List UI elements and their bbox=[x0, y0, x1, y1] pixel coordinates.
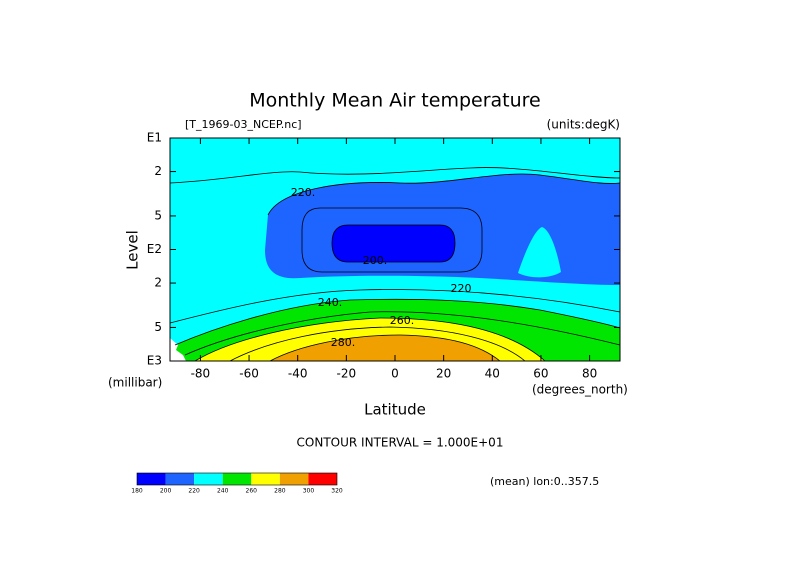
plot-area bbox=[170, 138, 620, 361]
contour-labels: 220. 200. 220 240. 260. 280. bbox=[291, 186, 472, 349]
x-axis-label: Latitude bbox=[364, 401, 426, 419]
x-tick-label: -40 bbox=[288, 367, 308, 381]
y-axis-label: Level bbox=[124, 230, 142, 270]
colorbar-swatch bbox=[137, 473, 166, 485]
y-tick-label: 2 bbox=[154, 164, 162, 178]
x-tick-label: -80 bbox=[191, 367, 211, 381]
contour-label: 220. bbox=[291, 186, 316, 199]
x-tick-label: 20 bbox=[436, 367, 451, 381]
colorbar-swatch bbox=[251, 473, 280, 485]
y-units: (millibar) bbox=[108, 376, 162, 390]
x-tick-label: 80 bbox=[582, 367, 597, 381]
colorbar-swatch bbox=[194, 473, 223, 485]
colorbar-label: 320 bbox=[331, 488, 343, 495]
colorbar-label: 280 bbox=[274, 488, 286, 495]
x-tick-label: -20 bbox=[337, 367, 357, 381]
contour-line bbox=[229, 326, 526, 362]
x-tick-label: 60 bbox=[533, 367, 548, 381]
y-tick-label: 5 bbox=[154, 320, 162, 334]
colorbar-label: 180 bbox=[131, 488, 143, 495]
colorbar: 180 200 220 240 260 280 300 320 bbox=[131, 472, 343, 495]
colorbar-frame bbox=[136, 472, 338, 486]
x-tick-label: -60 bbox=[239, 367, 259, 381]
axes: -80 -60 -40 -20 0 20 40 60 80 E1 2 5 E2 2 5 E3 bbox=[147, 131, 620, 381]
contour-region bbox=[332, 225, 455, 262]
colorbar-label: 300 bbox=[303, 488, 315, 495]
colorbar-swatch bbox=[222, 473, 252, 485]
contour-region bbox=[518, 227, 561, 278]
contour-lines bbox=[169, 167, 621, 362]
contour-line bbox=[194, 317, 546, 362]
subtitle: [T_1969-03_NCEP.nc] bbox=[185, 118, 302, 131]
contour-label: 220 bbox=[451, 282, 472, 295]
colorbar-label: 200 bbox=[160, 488, 172, 495]
x-tick-label: 0 bbox=[391, 367, 399, 381]
y-tick-label: E3 bbox=[147, 354, 162, 368]
contour-line bbox=[331, 224, 456, 263]
note: (mean) lon:0..357.5 bbox=[490, 475, 599, 488]
colorbar-label: 220 bbox=[188, 488, 200, 495]
contour-region bbox=[270, 335, 500, 361]
contour-interval: CONTOUR INTERVAL = 1.000E+01 bbox=[297, 436, 504, 450]
contour-label: 260. bbox=[390, 314, 415, 327]
y-tick-label: E1 bbox=[147, 131, 162, 145]
units: (units:degK) bbox=[547, 118, 620, 132]
chart-title: Monthly Mean Air temperature bbox=[249, 90, 540, 112]
contour-label: 280. bbox=[331, 336, 356, 349]
contour-label: 240. bbox=[318, 296, 343, 309]
contour-line bbox=[174, 298, 621, 346]
y-tick-label: E2 bbox=[147, 242, 162, 256]
contour-line bbox=[184, 311, 621, 356]
colorbar-swatch bbox=[165, 473, 195, 485]
colorbar-swatch bbox=[279, 473, 309, 485]
contour-line bbox=[269, 334, 501, 362]
y-tick-label: 2 bbox=[154, 276, 162, 290]
contour-label: 200. bbox=[363, 254, 388, 267]
contour-line bbox=[169, 289, 621, 324]
contour-line bbox=[301, 207, 483, 273]
colorbar-swatch bbox=[308, 473, 337, 485]
colorbar-label: 240 bbox=[217, 488, 229, 495]
x-tick-label: 40 bbox=[485, 367, 500, 381]
contour-line bbox=[267, 173, 621, 216]
y-tick-label: 5 bbox=[154, 208, 162, 222]
missing-data bbox=[170, 338, 186, 361]
colorbar-label: 260 bbox=[246, 488, 258, 495]
x-units: (degrees_north) bbox=[532, 383, 628, 397]
contour-line bbox=[169, 167, 621, 184]
